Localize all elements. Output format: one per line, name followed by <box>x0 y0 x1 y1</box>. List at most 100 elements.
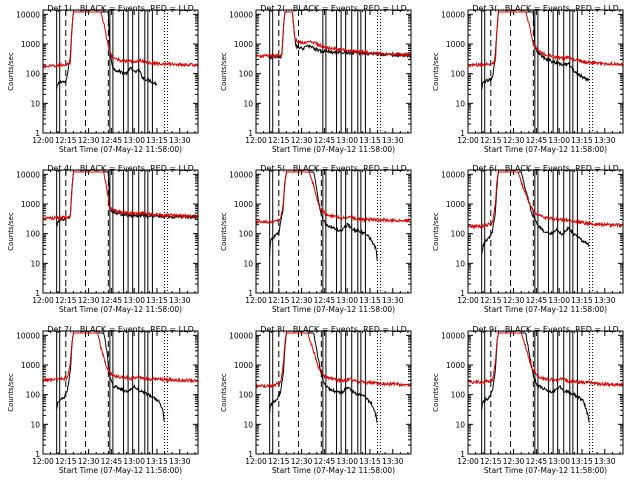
y-tick-label: 1000 <box>21 40 40 49</box>
panel-title: Det 2(...BLACK = Events, RED = LLD <box>260 4 407 13</box>
y-tick-label: 1 <box>35 289 40 298</box>
x-tick-label: 12:45 <box>526 296 548 305</box>
x-tick-label: 12:00 <box>245 296 267 305</box>
x-tick-label: 13:00 <box>548 136 570 145</box>
series-lld-red <box>43 171 198 222</box>
y-tick-label: 10000 <box>441 331 465 340</box>
y-tick-label: 1000 <box>234 361 253 370</box>
y-tick-label: 1000 <box>446 361 465 370</box>
x-tick-label: 12:45 <box>314 136 336 145</box>
y-axis-label: Counts/sec <box>7 212 15 251</box>
series-lld-red <box>43 332 198 384</box>
series-lld-red <box>256 11 411 60</box>
panel-det-3: 1 10 100 1000 10000 12:00 12:15 12:30 12:45 13:00… <box>432 4 624 154</box>
y-tick-label: 1 <box>248 289 253 298</box>
y-tick-label: 10000 <box>229 10 253 19</box>
x-tick-label: 12:00 <box>457 296 479 305</box>
y-axis-label: Counts/sec <box>7 52 15 91</box>
x-tick-label: 12:15 <box>55 457 77 466</box>
x-tick-label: 13:00 <box>123 457 145 466</box>
plot-frame <box>255 330 412 455</box>
x-tick-label: 13:15 <box>359 457 381 466</box>
x-tick-label: 12:15 <box>268 136 290 145</box>
series-events-black <box>56 11 158 89</box>
x-tick-label: 13:00 <box>123 136 145 145</box>
x-tick-label: 12:45 <box>101 136 123 145</box>
y-tick-label: 10000 <box>229 170 253 179</box>
plot-frame <box>467 330 624 455</box>
y-tick-label: 10000 <box>229 331 253 340</box>
x-axis-label: Start Time (07-May-12 11:58:00) <box>272 305 395 314</box>
x-axis-label: Start Time (07-May-12 11:58:00) <box>272 145 395 154</box>
y-tick-label: 1000 <box>446 200 465 209</box>
x-tick-label: 13:30 <box>594 296 616 305</box>
x-axis-label: Start Time (07-May-12 11:58:00) <box>59 145 182 154</box>
x-tick-label: 12:45 <box>314 296 336 305</box>
y-tick-label: 100 <box>239 391 254 400</box>
x-tick-label: 13:00 <box>548 457 570 466</box>
y-tick-label: 100 <box>26 70 41 79</box>
x-tick-label: 13:30 <box>169 457 191 466</box>
y-tick-label: 1 <box>248 129 253 138</box>
x-tick-label: 12:30 <box>78 296 100 305</box>
y-tick-label: 1 <box>460 129 465 138</box>
x-tick-label: 12:15 <box>55 296 77 305</box>
panel-det-6: 1 10 100 1000 10000 12:00 12:15 12:30 12:45 13:00… <box>432 164 624 314</box>
y-axis-label: Counts/sec <box>220 52 228 91</box>
x-axis-label: Start Time (07-May-12 11:58:00) <box>272 466 395 475</box>
y-axis-label: Counts/sec <box>7 373 15 412</box>
x-tick-label: 13:15 <box>571 296 593 305</box>
x-axis-label: Start Time (07-May-12 11:58:00) <box>59 466 182 475</box>
series-events-black <box>56 171 198 227</box>
x-axis-label: Start Time (07-May-12 11:58:00) <box>484 145 607 154</box>
y-tick-label: 10000 <box>16 331 40 340</box>
plot-frame <box>255 9 412 134</box>
panel-det-5: 1 10 100 1000 10000 12:00 12:15 12:30 12:45 13:00… <box>220 164 412 314</box>
x-tick-label: 13:30 <box>169 296 191 305</box>
plot-frame <box>42 9 199 134</box>
y-tick-label: 10 <box>455 99 465 108</box>
x-tick-label: 12:15 <box>480 296 502 305</box>
y-tick-label: 10 <box>243 259 253 268</box>
panel-det-1: 1 10 100 1000 10000 12:00 12:15 12:30 12:45 13:00… <box>7 4 199 154</box>
x-tick-label: 13:15 <box>359 296 381 305</box>
x-tick-label: 12:30 <box>503 457 525 466</box>
x-tick-label: 13:00 <box>336 296 358 305</box>
panel-title: Det 4(...BLACK = Events, RED = LLD <box>47 164 194 173</box>
x-tick-label: 12:15 <box>55 136 77 145</box>
x-tick-label: 12:45 <box>101 296 123 305</box>
x-tick-label: 13:15 <box>359 136 381 145</box>
y-tick-label: 10000 <box>16 170 40 179</box>
x-tick-label: 12:30 <box>291 457 313 466</box>
panel-title: Det 8(...BLACK = Events, RED = LLD <box>260 325 407 334</box>
x-tick-label: 13:00 <box>336 136 358 145</box>
x-tick-label: 13:15 <box>571 136 593 145</box>
y-tick-label: 10 <box>455 259 465 268</box>
x-tick-label: 12:45 <box>314 457 336 466</box>
x-tick-label: 12:30 <box>78 457 100 466</box>
x-tick-label: 12:15 <box>268 296 290 305</box>
plot-frame <box>42 169 199 294</box>
x-tick-label: 13:30 <box>382 136 404 145</box>
panel-det-8: 1 10 100 1000 10000 12:00 12:15 12:30 12:45 13:00… <box>220 325 412 475</box>
panel-det-7: 1 10 100 1000 10000 12:00 12:15 12:30 12:45 13:00… <box>7 325 199 475</box>
x-tick-label: 13:00 <box>548 296 570 305</box>
x-tick-label: 13:15 <box>146 457 168 466</box>
x-tick-label: 12:30 <box>291 296 313 305</box>
x-tick-label: 13:30 <box>382 296 404 305</box>
x-tick-label: 12:45 <box>101 457 123 466</box>
panel-title: Det 3(...BLACK = Events, RED = LLD <box>472 4 619 13</box>
x-tick-label: 13:00 <box>123 296 145 305</box>
x-tick-label: 12:00 <box>32 136 54 145</box>
x-tick-label: 13:30 <box>169 136 191 145</box>
y-tick-label: 1 <box>460 450 465 459</box>
y-tick-label: 10 <box>30 259 40 268</box>
y-axis-label: Counts/sec <box>220 212 228 251</box>
y-tick-label: 1 <box>35 129 40 138</box>
x-tick-label: 13:15 <box>571 457 593 466</box>
plot-frame <box>42 330 199 455</box>
x-tick-label: 12:00 <box>245 136 267 145</box>
y-axis-label: Counts/sec <box>220 373 228 412</box>
panel-title: Det 6(...BLACK = Events, RED = LLD <box>472 164 619 173</box>
